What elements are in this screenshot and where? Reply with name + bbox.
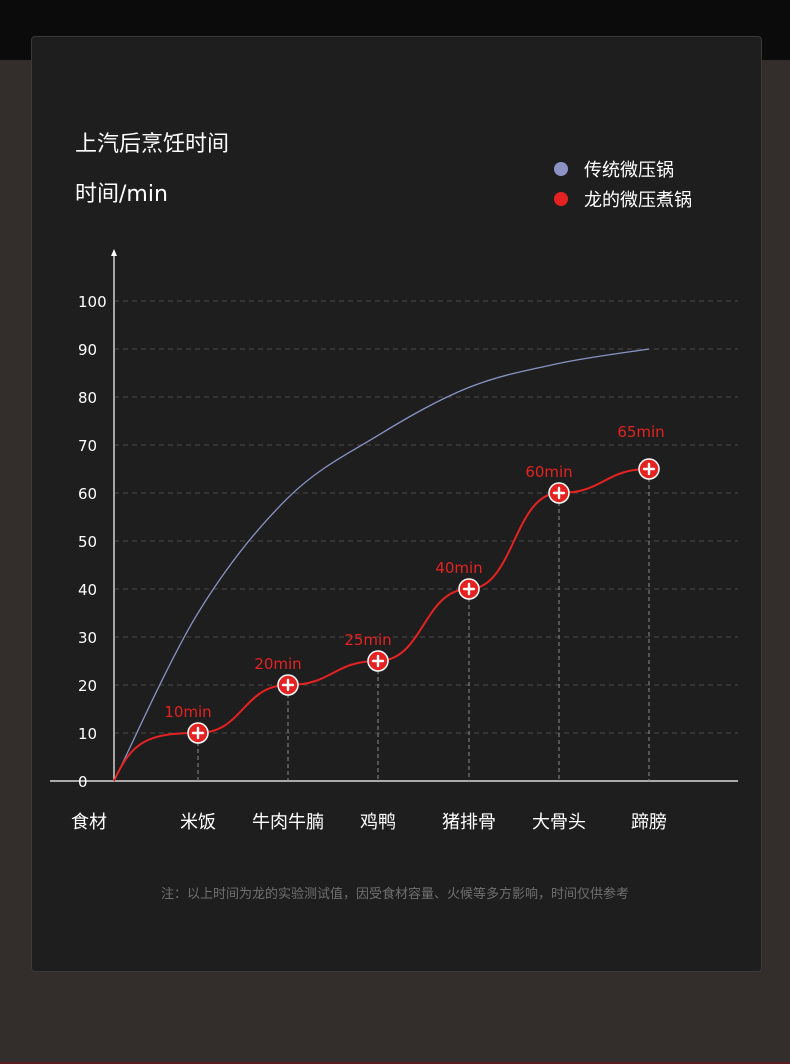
chart-title: 上汽后烹饪时间 <box>75 132 230 157</box>
chart-card <box>31 36 762 972</box>
x-tick-label-2: 鸡鸭 <box>360 812 396 833</box>
bottom-accent-line <box>0 1062 790 1064</box>
y-tick-label-80: 80 <box>78 389 97 407</box>
data-label-1: 20min <box>254 655 301 673</box>
data-label-3: 40min <box>435 559 482 577</box>
y-tick-label-50: 50 <box>78 533 97 551</box>
x-tick-label-3: 猪排骨 <box>442 812 496 833</box>
x-tick-label-1: 牛肉牛腩 <box>252 812 324 833</box>
legend: 传统微压锅 龙的微压煮锅 <box>554 154 692 214</box>
legend-label-traditional: 传统微压锅 <box>584 160 674 181</box>
data-label-5: 65min <box>617 423 664 441</box>
y-tick-label-20: 20 <box>78 677 97 695</box>
y-tick-label-30: 30 <box>78 629 97 647</box>
plus-icon-0 <box>191 726 205 740</box>
legend-item-traditional: 传统微压锅 <box>554 154 692 184</box>
data-label-2: 25min <box>344 631 391 649</box>
y-tick-label-90: 90 <box>78 341 97 359</box>
legend-swatch-traditional <box>554 162 568 176</box>
y-axis-label: 时间/min <box>75 182 168 207</box>
legend-item-longde: 龙的微压煮锅 <box>554 184 692 214</box>
plus-icon-5 <box>642 462 656 476</box>
x-tick-label-4: 大骨头 <box>532 812 586 833</box>
plus-icon-3 <box>462 582 476 596</box>
plus-icon-1 <box>281 678 295 692</box>
footnote: 注：以上时间为龙的实验测试值，因受食材容量、火候等多方影响，时间仅供参考 <box>160 887 629 902</box>
plus-icon-4 <box>552 486 566 500</box>
y-tick-label-40: 40 <box>78 581 97 599</box>
legend-swatch-longde <box>554 192 568 206</box>
y-axis-arrow <box>111 249 117 256</box>
x-tick-label-5: 蹄膀 <box>631 812 667 833</box>
data-label-0: 10min <box>164 703 211 721</box>
legend-label-longde: 龙的微压煮锅 <box>584 190 692 211</box>
data-label-4: 60min <box>525 463 572 481</box>
y-tick-label-0: 0 <box>78 773 88 791</box>
y-tick-label-10: 10 <box>78 725 97 743</box>
series-line-traditional <box>113 348 650 782</box>
x-tick-label-0: 米饭 <box>180 812 216 833</box>
y-tick-label-60: 60 <box>78 485 97 503</box>
y-tick-label-100: 100 <box>78 293 107 311</box>
plus-icon-2 <box>371 654 385 668</box>
y-tick-label-70: 70 <box>78 437 97 455</box>
x-axis-label: 食材 <box>71 812 107 833</box>
